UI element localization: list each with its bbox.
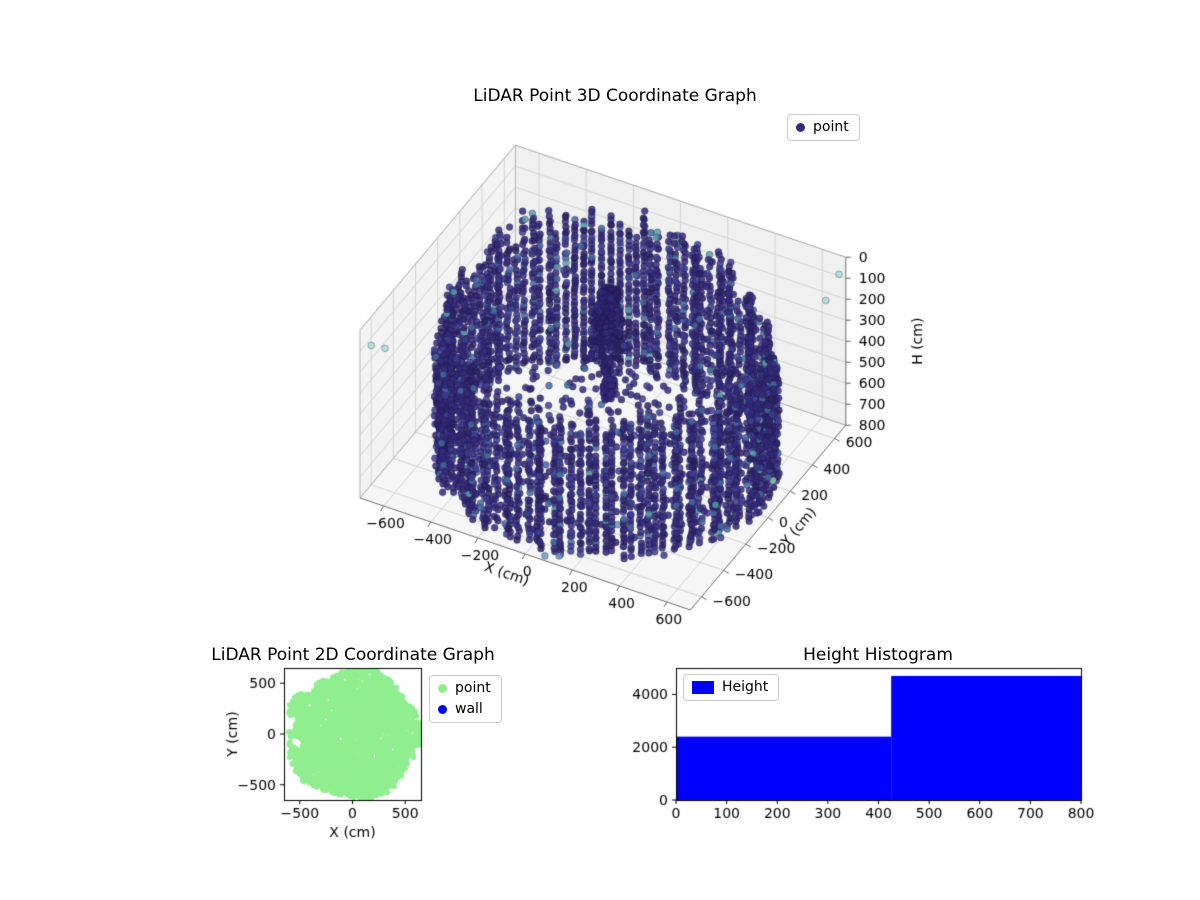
legend-3d: point (787, 114, 860, 141)
point-marker-icon (796, 123, 805, 132)
legend-label-point-2d: point (455, 680, 491, 696)
height-swatch-icon (692, 681, 714, 694)
point-marker-icon (438, 684, 447, 693)
wall-marker-icon (438, 705, 447, 714)
title-histogram: Height Histogram (803, 645, 953, 665)
legend-label-point-3d: point (813, 119, 849, 135)
title-3d-graph: LiDAR Point 3D Coordinate Graph (473, 86, 757, 106)
legend-item-wall-2d: wall (438, 701, 491, 718)
legend-2d: point wall (429, 675, 502, 723)
title-2d-graph: LiDAR Point 2D Coordinate Graph (211, 645, 495, 665)
legend-item-point-3d: point (796, 119, 849, 136)
legend-histogram: Height (683, 674, 780, 701)
legend-label-wall-2d: wall (455, 701, 483, 717)
legend-label-height: Height (722, 679, 769, 695)
legend-item-point-2d: point (438, 680, 491, 697)
legend-item-height: Height (692, 679, 768, 696)
